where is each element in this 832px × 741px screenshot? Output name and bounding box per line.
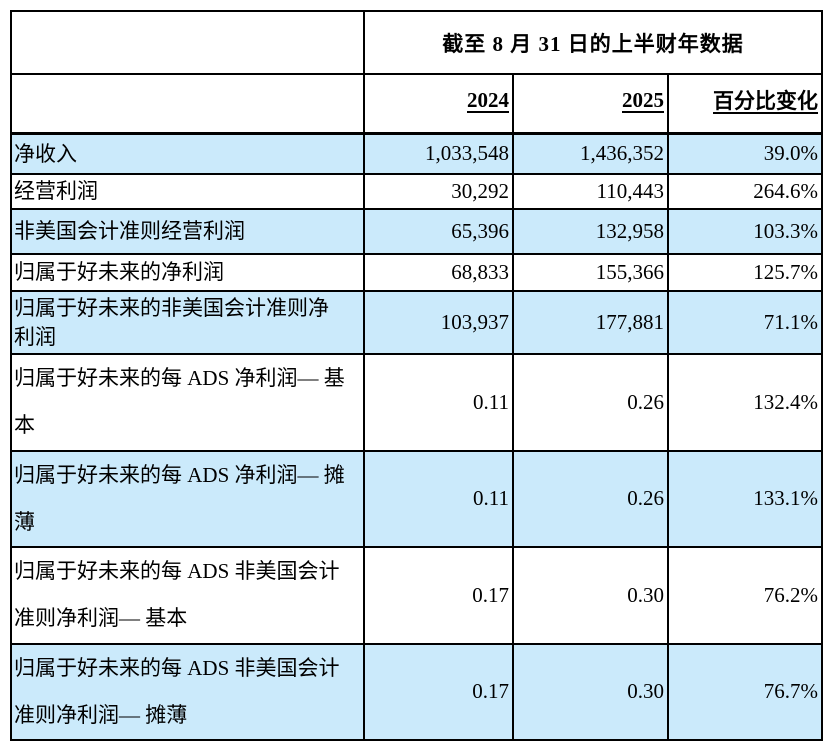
value-2024: 103,937	[363, 290, 514, 355]
header-title-row: 截至 8 月 31 日的上半财年数据	[10, 10, 824, 75]
value-2024: 0.17	[363, 642, 514, 741]
value-2025: 0.30	[512, 642, 669, 741]
value-2024: 0.11	[363, 449, 514, 548]
column-header-2024: 2024	[363, 73, 514, 135]
table-row: 经营利润 30,292 110,443 264.6%	[10, 173, 824, 210]
column-header-change-label: 百分比变化	[713, 89, 819, 114]
value-change: 103.3%	[666, 208, 824, 255]
value-2025: 110,443	[512, 173, 669, 210]
row-label: 归属于好未来的净利润	[10, 253, 365, 292]
row-label: 归属于好未来的非美国会计准则净 利润	[10, 290, 365, 355]
value-2025: 0.26	[512, 449, 669, 548]
header-empty-cell	[10, 10, 365, 75]
value-2025: 0.26	[512, 353, 669, 452]
value-change: 264.6%	[666, 173, 824, 210]
financial-table: 截至 8 月 31 日的上半财年数据 2024 2025 百分比变化 净收入 1…	[10, 10, 824, 741]
row-label: 归属于好未来的每 ADS 非美国会计 准则净利润— 摊薄	[10, 642, 365, 741]
column-header-change: 百分比变化	[666, 73, 824, 135]
row-label: 经营利润	[10, 173, 365, 210]
value-change: 39.0%	[666, 132, 824, 175]
value-change: 71.1%	[666, 290, 824, 355]
table-row: 归属于好未来的净利润 68,833 155,366 125.7%	[10, 253, 824, 292]
table-row: 归属于好未来的非美国会计准则净 利润 103,937 177,881 71.1%	[10, 290, 824, 355]
value-change: 76.7%	[666, 642, 824, 741]
value-2024: 0.11	[363, 353, 514, 452]
header-empty-cell-2	[10, 73, 365, 135]
value-change: 76.2%	[666, 546, 824, 645]
table-row: 归属于好未来的每 ADS 净利润— 基 本 0.11 0.26 132.4%	[10, 353, 824, 452]
table-row: 非美国会计准则经营利润 65,396 132,958 103.3%	[10, 208, 824, 255]
value-2024: 30,292	[363, 173, 514, 210]
table-title: 截至 8 月 31 日的上半财年数据	[362, 10, 824, 75]
column-header-2025: 2025	[512, 73, 669, 135]
table-row: 归属于好未来的每 ADS 非美国会计 准则净利润— 摊薄 0.17 0.30 7…	[10, 642, 824, 741]
value-2024: 0.17	[363, 546, 514, 645]
row-label: 非美国会计准则经营利润	[10, 208, 365, 255]
value-2024: 65,396	[363, 208, 514, 255]
value-change: 132.4%	[666, 353, 824, 452]
table-row: 归属于好未来的每 ADS 非美国会计 准则净利润— 基本 0.17 0.30 7…	[10, 546, 824, 645]
column-header-2024-label: 2024	[467, 87, 509, 112]
header-columns-row: 2024 2025 百分比变化	[10, 73, 824, 135]
value-change: 133.1%	[666, 449, 824, 548]
value-2025: 0.30	[512, 546, 669, 645]
column-header-2025-label: 2025	[622, 87, 664, 112]
table-row: 归属于好未来的每 ADS 净利润— 摊 薄 0.11 0.26 133.1%	[10, 449, 824, 548]
row-label: 归属于好未来的每 ADS 非美国会计 准则净利润— 基本	[10, 546, 365, 645]
row-label: 归属于好未来的每 ADS 净利润— 基 本	[10, 353, 365, 452]
row-label: 归属于好未来的每 ADS 净利润— 摊 薄	[10, 449, 365, 548]
value-2025: 132,958	[512, 208, 669, 255]
value-2024: 68,833	[363, 253, 514, 292]
value-2025: 1,436,352	[512, 132, 669, 175]
value-2025: 155,366	[512, 253, 669, 292]
row-label: 净收入	[10, 132, 365, 175]
table-row: 净收入 1,033,548 1,436,352 39.0%	[10, 132, 824, 175]
value-2024: 1,033,548	[363, 132, 514, 175]
value-change: 125.7%	[666, 253, 824, 292]
value-2025: 177,881	[512, 290, 669, 355]
